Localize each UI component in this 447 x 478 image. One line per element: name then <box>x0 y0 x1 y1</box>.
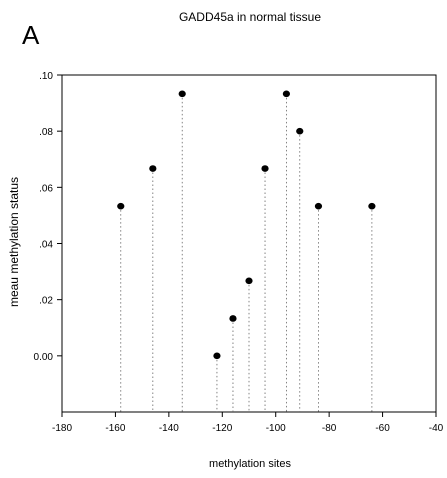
x-tick-label: -100 <box>266 423 286 434</box>
plot-area: 0.00 .02 .04 .06 .08 .10 -180 -160 -140 -120 -100 -… <box>34 71 444 434</box>
data-point <box>261 165 269 172</box>
chart-title: GADD45a in normal tissue <box>179 10 321 24</box>
x-tick-label: -120 <box>212 423 232 434</box>
y-tick-label: .04 <box>39 240 53 251</box>
panel-label: A <box>22 20 40 50</box>
y-tick-label: .08 <box>39 127 53 138</box>
data-point <box>296 127 304 135</box>
x-tick-label: -40 <box>429 423 444 434</box>
data-point <box>314 202 323 210</box>
x-tick-label: -160 <box>105 423 125 434</box>
data-point <box>178 90 186 98</box>
x-tick-label: -80 <box>322 423 337 434</box>
y-tick-label: .10 <box>39 71 53 82</box>
data-point <box>149 165 157 172</box>
y-axis-label: meau methylation status <box>7 177 21 307</box>
x-tick-label: -180 <box>52 423 72 434</box>
y-tick-label: .06 <box>39 183 53 194</box>
data-point <box>282 90 290 98</box>
data-point <box>117 202 125 210</box>
data-point <box>213 352 221 360</box>
data-point <box>229 315 237 322</box>
x-tick-label: -140 <box>159 423 179 434</box>
x-axis-label: methylation sites <box>209 458 291 470</box>
data-point <box>245 277 253 285</box>
y-tick-label: .02 <box>39 296 53 307</box>
x-tick-label: -60 <box>375 423 390 434</box>
data-point <box>368 202 376 210</box>
y-tick-label: 0.00 <box>34 352 54 363</box>
